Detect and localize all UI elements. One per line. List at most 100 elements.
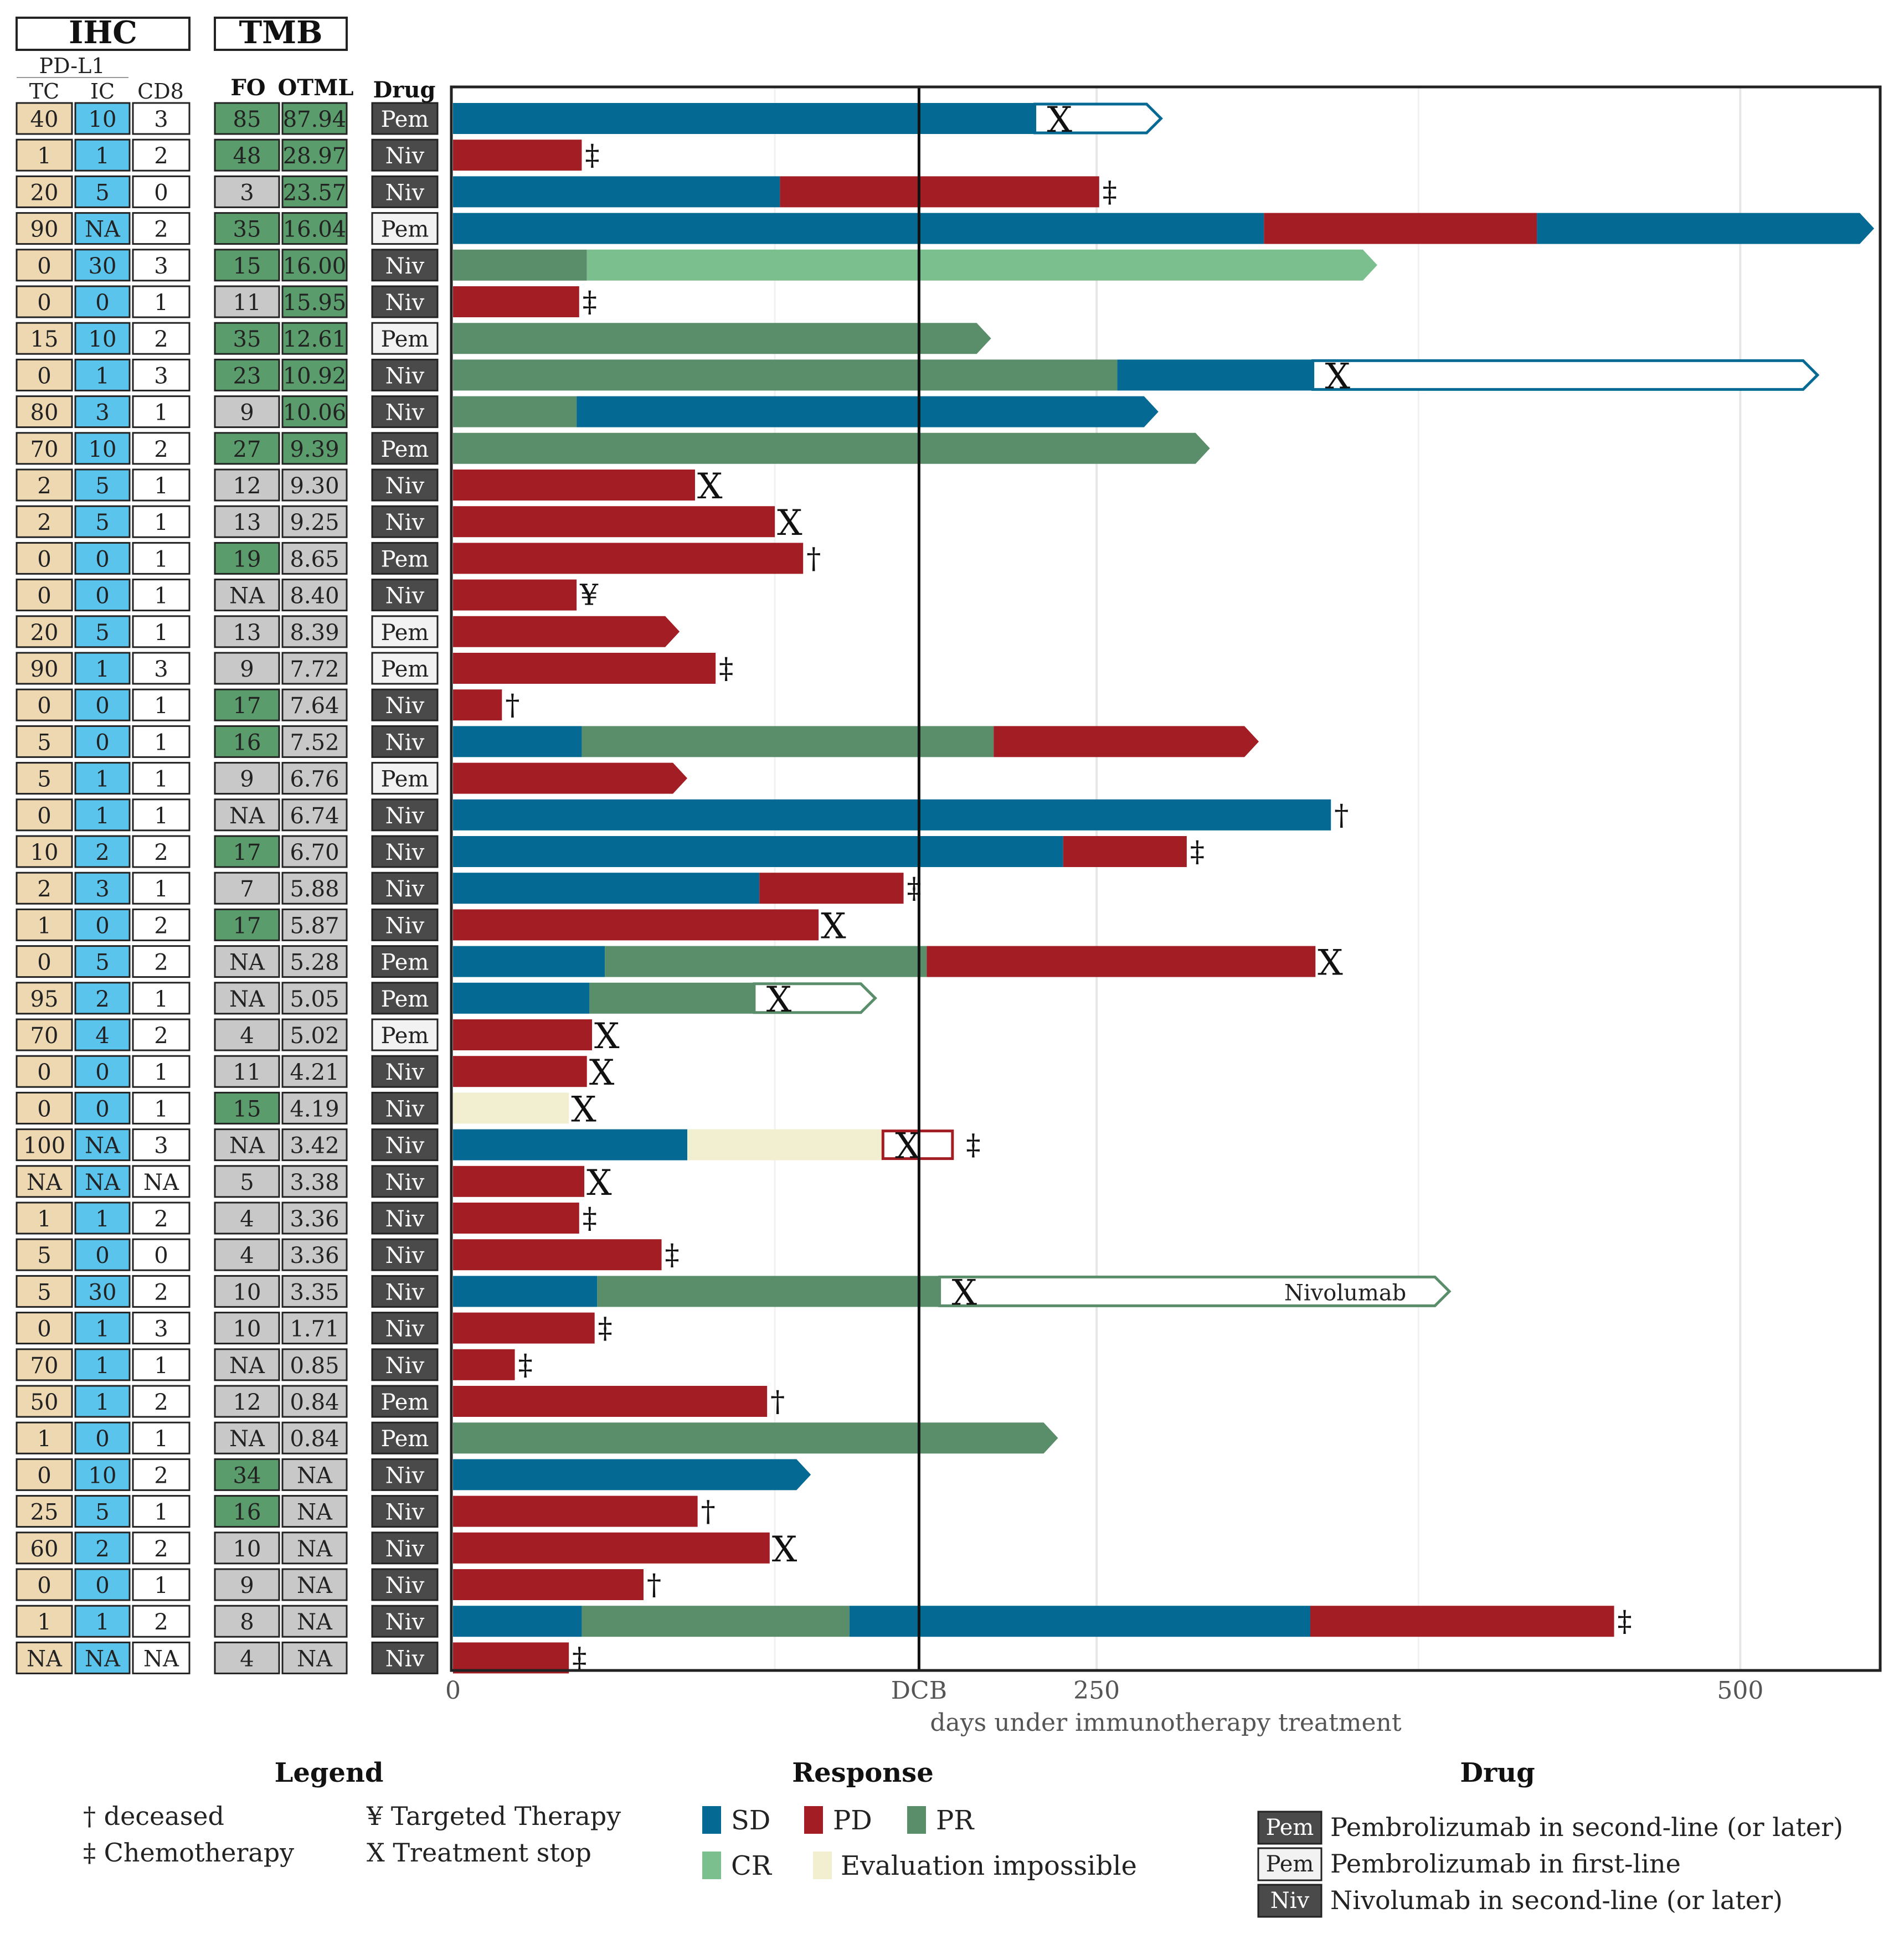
tc-cell: [16, 1641, 73, 1674]
tc-cell: [16, 1348, 73, 1381]
response-segment-pd: [1264, 213, 1537, 244]
response-segment-sd: [453, 1129, 688, 1161]
response-segment-pd: [453, 653, 716, 684]
response-segment-sd: [453, 946, 605, 977]
response-segment-pr: [589, 982, 754, 1014]
ic-value: 10: [89, 327, 117, 352]
response-segment-pr: [453, 432, 1210, 464]
ic-value: 0: [95, 1426, 109, 1452]
x-tick-label: 0: [445, 1677, 461, 1705]
patient-bar-row: ‡: [453, 652, 733, 685]
tc-value: 15: [30, 327, 59, 352]
table-row: 1 1 2 48 28.97 Niv: [16, 138, 439, 172]
ic-cell: [74, 1018, 131, 1051]
tc-cell: [16, 1091, 73, 1125]
drug-value: Pem: [381, 217, 429, 243]
fo-cell: [214, 1348, 280, 1381]
cd8-cell: [132, 212, 191, 245]
fo-value: 15: [233, 1096, 261, 1122]
ic-cell: [74, 541, 131, 575]
cd8-value: 2: [154, 950, 168, 976]
cd8-cell: [132, 175, 191, 208]
drug-value: Niv: [385, 254, 425, 279]
cd8-value: 0: [154, 1243, 168, 1268]
tc-value: 25: [30, 1500, 59, 1525]
cd8-cell: [132, 1238, 191, 1271]
drug-cell: [371, 1018, 439, 1051]
drug-value: Pem: [381, 107, 429, 132]
fo-value: 23: [233, 363, 261, 389]
treatment-stop-marker: X: [594, 1016, 620, 1057]
chemotherapy-marker: ‡: [665, 1239, 680, 1272]
drug-value: Niv: [385, 1573, 425, 1598]
ongoing-followup-arrow: [1311, 359, 1820, 391]
ic-cell: [74, 835, 131, 868]
cd8-value: 1: [154, 1500, 168, 1525]
patient-bar-row: X: [453, 1089, 596, 1130]
deceased-marker: †: [701, 1495, 716, 1529]
fo-col-header: FO: [230, 75, 265, 101]
ic-value: 5: [95, 473, 109, 499]
drug-value: Niv: [385, 510, 425, 535]
treatment-stop-marker: X: [951, 1272, 977, 1313]
tc-value: 10: [30, 840, 59, 865]
drug-cell: [371, 982, 439, 1015]
otml-cell: [281, 1641, 348, 1674]
response-segment-pd: [453, 286, 579, 317]
response-segment-pd: [927, 946, 1316, 977]
drug-value: Niv: [385, 1536, 425, 1562]
patient-bar-row: ‡: [453, 176, 1117, 209]
table-row: 5 0 0 4 3.36 Niv: [16, 1238, 439, 1271]
ic-value: 1: [95, 1390, 109, 1415]
ic-cell: [74, 1641, 131, 1674]
cd8-cell: [132, 432, 191, 465]
ic-value: 0: [95, 1060, 109, 1085]
ic-value: 2: [95, 1536, 109, 1562]
ic-value: NA: [85, 1170, 121, 1195]
drug-cell: [371, 1165, 439, 1198]
drug-value: Niv: [385, 1646, 425, 1672]
otml-cell: [281, 358, 348, 391]
fo-value: 17: [233, 693, 261, 719]
tc-value: NA: [27, 1646, 63, 1672]
otml-value: NA: [297, 1536, 333, 1562]
ic-cell: [74, 1055, 131, 1088]
otml-value: 9.39: [290, 437, 339, 462]
otml-cell: [281, 249, 348, 282]
response-segment-pd: [453, 1019, 593, 1050]
drug-value: Pem: [381, 657, 429, 682]
response-segment-pd: [453, 470, 695, 501]
ic-value: 5: [95, 180, 109, 205]
drug-cell: [371, 652, 439, 685]
ic-cell: [74, 102, 131, 135]
otml-cell: [281, 1091, 348, 1125]
fo-value: 13: [233, 620, 261, 646]
cd8-value: 1: [154, 1426, 168, 1452]
tc-cell: [16, 1531, 73, 1565]
response-segment-sd: [453, 982, 590, 1014]
response-swatch-pr: [907, 1806, 926, 1834]
tc-value: 1: [37, 143, 51, 169]
otml-value: 5.88: [290, 876, 339, 902]
table-row: 5 0 1 16 7.52 Niv: [16, 725, 439, 758]
tc-value: 0: [37, 1060, 51, 1085]
cd8-value: 0: [154, 180, 168, 205]
patient-bar-row: Nivolumab X: [453, 1272, 1452, 1313]
otml-cell: [281, 762, 348, 795]
response-segment-sd: [453, 873, 760, 904]
treatment-stop-marker: X: [1318, 943, 1343, 984]
cd8-cell: [132, 1421, 191, 1455]
cd8-cell: [132, 1128, 191, 1162]
otml-value: 8.40: [290, 584, 339, 609]
ic-value: 0: [95, 546, 109, 572]
otml-value: 4.21: [290, 1060, 339, 1085]
fo-value: 12: [233, 1390, 261, 1415]
tc-cell: [16, 285, 73, 318]
drug-cell: [371, 1458, 439, 1491]
fo-cell: [214, 945, 280, 978]
tc-value: 0: [37, 693, 51, 719]
drug-cell: [371, 468, 439, 502]
chemotherapy-marker: ‡: [966, 1129, 980, 1162]
treatment-stop-marker: X: [589, 1053, 615, 1094]
